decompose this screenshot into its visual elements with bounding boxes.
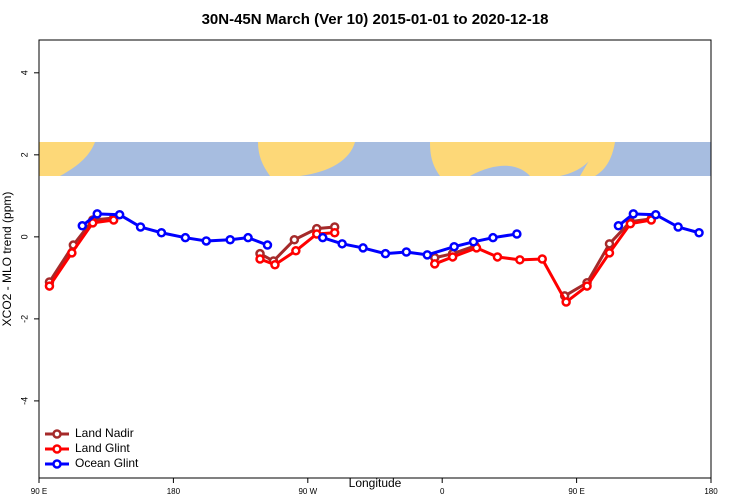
data-point: [628, 209, 639, 219]
data-point: [92, 209, 102, 219]
data-point: [604, 248, 615, 258]
data-point: [512, 229, 522, 239]
data-point: [329, 228, 340, 238]
legend-label: Land Glint: [75, 441, 130, 455]
legend-marker: [52, 429, 62, 439]
data-point: [694, 228, 704, 238]
data-point: [44, 281, 55, 291]
legend-marker: [52, 444, 62, 454]
legend-label: Land Nadir: [75, 426, 134, 440]
x-tick-label: 90 E: [568, 487, 584, 496]
data-point: [492, 252, 503, 262]
series-line: [81, 212, 269, 247]
data-point: [156, 228, 167, 238]
data-point: [255, 254, 265, 264]
data-point: [401, 247, 412, 257]
plot-frame: [38, 39, 712, 479]
legend-marker: [52, 459, 62, 469]
x-tick-label: 0: [440, 487, 445, 496]
map-strip: [39, 142, 711, 176]
data-point: [77, 221, 88, 231]
chart-title: 30N-45N March (Ver 10) 2015-01-01 to 202…: [202, 11, 549, 28]
data-point: [561, 297, 571, 307]
data-point: [488, 232, 498, 243]
data-point: [180, 232, 191, 243]
data-point: [88, 218, 98, 228]
data-point: [291, 246, 301, 256]
y-tick-label: -2: [19, 315, 29, 323]
series-line: [48, 216, 114, 283]
x-tick-label: 180: [167, 487, 181, 496]
data-point: [243, 232, 253, 243]
data-point: [673, 222, 683, 232]
data-point: [604, 239, 615, 249]
data-point: [422, 250, 433, 260]
y-tick-label: 4: [19, 70, 29, 75]
data-point: [67, 248, 77, 258]
data-point: [317, 232, 328, 243]
data-point: [650, 209, 661, 220]
y-tick-label: 2: [19, 152, 29, 157]
x-tick-label: 90 E: [31, 487, 47, 496]
x-tick-label: 90 W: [298, 487, 317, 496]
data-point: [380, 248, 391, 259]
data-point: [449, 241, 459, 252]
data-point: [613, 221, 624, 231]
data-point: [135, 222, 146, 232]
y-tick-label: 0: [19, 234, 29, 239]
data-point: [468, 237, 479, 247]
data-point: [108, 215, 119, 225]
data-point: [289, 234, 300, 245]
data-point: [337, 239, 347, 249]
data-point: [582, 281, 592, 291]
y-axis-label: XCO2 - MLO trend (ppm): [0, 192, 14, 327]
data-point: [270, 259, 280, 270]
series-line: [48, 218, 114, 287]
data-point: [625, 218, 636, 229]
series-line: [322, 232, 518, 257]
data-point: [537, 254, 548, 264]
data-point: [515, 255, 525, 265]
data-point: [358, 243, 368, 253]
data-point: [447, 252, 458, 262]
data-point: [114, 209, 125, 220]
y-tick-label: -4: [19, 397, 29, 405]
legend-label: Ocean Glint: [75, 456, 139, 470]
x-axis-label: Longitude: [349, 476, 402, 490]
x-tick-label: 180: [704, 487, 718, 496]
data-point: [225, 234, 235, 245]
data-point: [201, 236, 212, 246]
data-point: [262, 240, 273, 250]
data-point: [429, 259, 440, 269]
